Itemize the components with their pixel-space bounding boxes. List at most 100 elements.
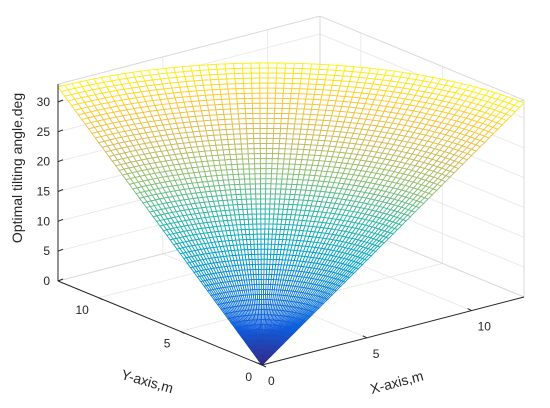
- z-tick-label: 20: [37, 155, 51, 169]
- surface-cell: [265, 173, 272, 180]
- surface-cell: [237, 113, 247, 120]
- surface-cell: [235, 88, 245, 95]
- surface-cell: [265, 193, 271, 200]
- surface-cell: [278, 143, 287, 150]
- surface-cell: [251, 203, 257, 210]
- surface-cell: [300, 73, 311, 80]
- surface-cell: [235, 153, 244, 160]
- surface-cell: [242, 163, 250, 170]
- surface-cell: [266, 127, 275, 134]
- surface-cell: [260, 233, 266, 240]
- surface-cell: [241, 153, 249, 160]
- surface-cell: [287, 113, 297, 120]
- surface-cell: [295, 108, 305, 115]
- z-tick-mark: [57, 129, 64, 133]
- surface-cell: [272, 138, 281, 145]
- surface-cell: [285, 138, 294, 145]
- surface-cell: [252, 218, 258, 225]
- surface-cell: [220, 93, 230, 100]
- surface-cell: [248, 168, 256, 175]
- surface-cell: [245, 113, 254, 120]
- surface-cell: [271, 153, 280, 160]
- surface-cell: [249, 178, 256, 185]
- surface-cell: [271, 168, 278, 175]
- surface-cell: [260, 218, 266, 225]
- surface-cell: [296, 98, 307, 105]
- surface-cell: [283, 82, 293, 89]
- surface-cell: [245, 118, 254, 125]
- surface-cell: [231, 123, 241, 130]
- surface-cell: [236, 103, 246, 110]
- surface-cell: [230, 113, 240, 120]
- surface-cell: [225, 73, 236, 80]
- surface-cell: [250, 62, 261, 69]
- surface-cell: [233, 62, 244, 70]
- surface-cell: [221, 103, 232, 110]
- surface-cell: [226, 78, 236, 85]
- surface-cell: [259, 138, 268, 145]
- surface-cell: [242, 77, 253, 84]
- surface-cell: [211, 88, 222, 96]
- surface-cell: [208, 73, 220, 81]
- surface-cell: [249, 183, 257, 190]
- surface-cell: [217, 119, 227, 126]
- surface-cell: [265, 148, 274, 155]
- surface-cell: [299, 78, 310, 85]
- surface-cell: [259, 97, 269, 104]
- surface-cell: [256, 238, 262, 245]
- surface-cell: [256, 223, 262, 230]
- surface-cell: [259, 158, 267, 165]
- surface-cell: [260, 183, 267, 190]
- surface-cell: [270, 188, 277, 195]
- x-tick-mark: [257, 362, 263, 366]
- surface-cell: [246, 208, 253, 215]
- surface-cell: [318, 63, 330, 71]
- surface-cell: [269, 203, 276, 210]
- surface-cell: [224, 118, 233, 125]
- surface-cell: [287, 118, 297, 125]
- surface-cell: [241, 62, 252, 69]
- surface-cell: [288, 108, 298, 115]
- surface-cell: [275, 82, 285, 89]
- surface-cell: [267, 97, 276, 104]
- surface-cell: [223, 113, 233, 120]
- surface-cell: [259, 122, 268, 129]
- surface-cell: [254, 173, 262, 180]
- surface-cell: [266, 122, 275, 129]
- surface-cell: [306, 88, 316, 95]
- z-tick-mark: [57, 248, 64, 252]
- surface-cell: [267, 77, 277, 84]
- surface-cell: [251, 92, 261, 99]
- z-tick-label: 5: [43, 244, 50, 258]
- surface-cell: [238, 118, 247, 125]
- surface-cell: [284, 72, 294, 79]
- surface-cell: [215, 108, 225, 116]
- x-tick-mark: [467, 308, 472, 312]
- surface-cell: [237, 108, 247, 115]
- surface-cell: [233, 138, 242, 145]
- surface-cell: [233, 133, 242, 140]
- surface-cell: [215, 63, 227, 70]
- surface-cell: [252, 122, 261, 130]
- surface-cell: [253, 153, 261, 160]
- surface-cell: [306, 83, 317, 90]
- x-tick-label: 10: [478, 320, 492, 334]
- surface-cell: [278, 148, 286, 155]
- box-edge: [319, 15, 525, 101]
- surface-cell: [266, 143, 274, 150]
- surface-cell: [255, 198, 262, 205]
- surface-cell: [285, 133, 294, 140]
- surface-cell: [250, 193, 257, 200]
- surface-cell: [265, 158, 273, 165]
- surface-cell: [228, 148, 237, 155]
- z-tick-mark: [57, 99, 64, 103]
- z-tick-mark: [57, 278, 64, 282]
- surface-cell: [251, 82, 261, 89]
- surface-cell: [259, 77, 269, 84]
- surface-cell: [229, 108, 239, 115]
- surface-cell: [259, 112, 268, 119]
- surface-cell: [237, 168, 245, 175]
- surface-cell: [260, 193, 267, 200]
- surface-cell: [219, 134, 229, 141]
- surface-cell: [228, 98, 238, 105]
